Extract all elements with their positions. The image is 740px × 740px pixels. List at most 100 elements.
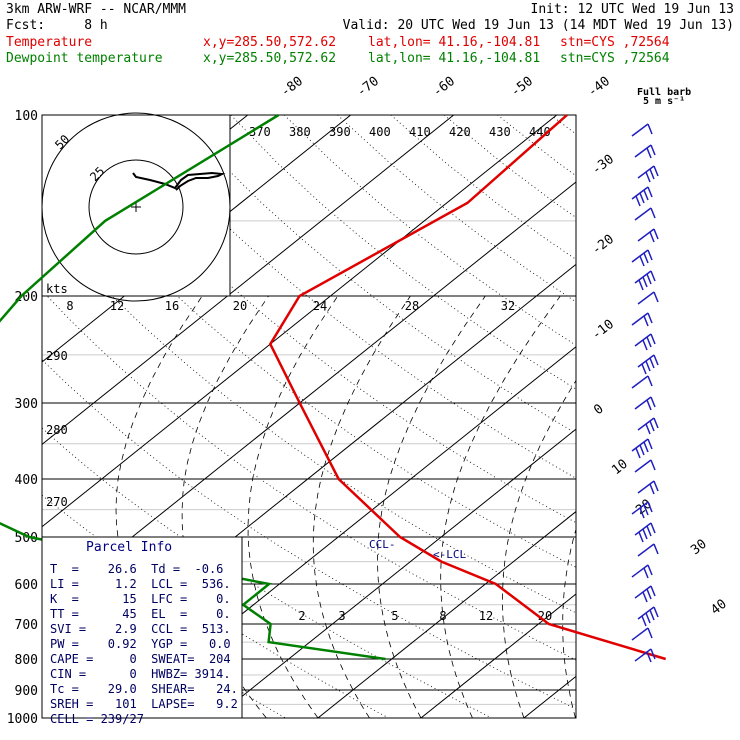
wind-barb-feather bbox=[646, 336, 652, 348]
legend-temperature-point: x,y=285.50,572.62 bbox=[203, 35, 337, 50]
dry-adiabat-line bbox=[283, 115, 576, 346]
wind-barb bbox=[634, 396, 656, 411]
wind-barb-feather bbox=[653, 291, 659, 303]
wind-barb bbox=[634, 648, 656, 663]
isotherm-line bbox=[214, 428, 576, 718]
wind-barb-feather bbox=[650, 459, 656, 471]
wind-barb-feather bbox=[650, 648, 656, 660]
mixing-ratio-label: 5 bbox=[391, 609, 398, 623]
wind-barb bbox=[631, 123, 653, 137]
pressure-tick-label: 300 bbox=[15, 397, 38, 412]
wind-barb bbox=[637, 543, 659, 557]
legend-temperature-station: stn=CYS ,72564 bbox=[560, 35, 670, 50]
wind-barb bbox=[631, 249, 653, 267]
wind-barb-feather bbox=[641, 363, 647, 375]
wind-barb-feather bbox=[639, 255, 645, 267]
wind-barb-feather bbox=[647, 123, 653, 135]
wind-barb-feather bbox=[643, 504, 649, 516]
wind-barb-feather bbox=[639, 192, 645, 204]
wind-barb bbox=[634, 333, 656, 351]
mixing-ratio-label: 16 bbox=[165, 299, 179, 313]
theta-e-label: 410 bbox=[409, 125, 431, 139]
wind-barb-staff bbox=[631, 312, 649, 326]
wind-barb-column bbox=[631, 123, 659, 663]
mixing-ratio-label: 8 bbox=[439, 609, 446, 623]
wind-barb-staff bbox=[631, 375, 649, 389]
wind-barb-feather bbox=[653, 480, 659, 492]
dry-adiabat-line bbox=[337, 115, 576, 303]
pressure-tick-label: 100 bbox=[15, 109, 38, 124]
wind-barb-feather bbox=[643, 315, 649, 327]
mixing-ratio-label: 28 bbox=[405, 299, 419, 313]
parcel-info-row: CELL = 239/27 bbox=[50, 712, 144, 726]
moist-adiabat-line bbox=[562, 527, 576, 718]
hodograph-trace bbox=[132, 171, 226, 191]
parcel-info-box bbox=[41, 536, 243, 719]
isotherm-tick-label: -20 bbox=[589, 232, 617, 258]
isotherm-line bbox=[420, 593, 576, 718]
wind-barb-feather bbox=[649, 357, 655, 369]
wind-barb-feather bbox=[650, 522, 656, 534]
theta-e-label: 420 bbox=[449, 125, 471, 139]
parcel-info-row: CIN = 0 HWBZ= 3914. bbox=[50, 667, 231, 681]
wind-barb bbox=[631, 375, 653, 389]
mixing-ratio-label: 3 bbox=[338, 609, 345, 623]
wind-barb bbox=[637, 291, 659, 305]
wind-barb-feather bbox=[653, 543, 659, 555]
ccl-annotation: CCL- bbox=[369, 538, 396, 551]
model-title: 3km ARW-WRF -- NCAR/MMM bbox=[6, 2, 187, 17]
wind-barb bbox=[637, 228, 659, 243]
theta-e-label: 390 bbox=[329, 125, 351, 139]
wind-barb-feather bbox=[647, 438, 653, 450]
mixing-ratio-label: 2 bbox=[298, 609, 305, 623]
wind-barb-staff bbox=[634, 207, 652, 221]
wind-barb-feather bbox=[650, 585, 656, 597]
wind-barb-feather bbox=[646, 651, 652, 663]
dry-adiabat-label: 280 bbox=[46, 423, 68, 437]
isotherm-line bbox=[42, 115, 558, 528]
wind-barb bbox=[631, 564, 653, 579]
isotherm-tick-label: 20 bbox=[633, 497, 655, 518]
wind-barb-staff bbox=[634, 648, 652, 662]
wind-barb-feather bbox=[649, 609, 655, 621]
mixing-ratio-label: 24 bbox=[313, 299, 327, 313]
legend-temperature-latlon: lat,lon= 41.16,-104.81 bbox=[368, 35, 541, 50]
wind-barb-staff bbox=[631, 627, 649, 641]
dry-adiabat-line bbox=[657, 115, 740, 718]
wind-barb-feather bbox=[643, 567, 649, 579]
wind-barb-feather bbox=[649, 168, 655, 180]
isotherm-line bbox=[42, 115, 455, 446]
wind-barb-feather bbox=[650, 144, 656, 156]
moist-adiabat-line bbox=[677, 296, 740, 718]
forecast-hour: Fcst: 8 h bbox=[6, 18, 108, 33]
wind-barb-feather bbox=[653, 606, 659, 618]
dry-adiabat-line bbox=[42, 359, 576, 710]
temperature-profile-line bbox=[268, 114, 667, 661]
wind-barb-feather bbox=[642, 591, 648, 603]
wind-barb bbox=[637, 417, 659, 435]
wind-barb bbox=[631, 627, 653, 641]
wind-barb-feather bbox=[638, 531, 644, 543]
hodograph-ring-inner bbox=[88, 159, 184, 255]
pressure-tick-label: 800 bbox=[15, 653, 38, 668]
isotherm-tick-label: -50 bbox=[508, 74, 536, 100]
pressure-tick-label: 600 bbox=[15, 578, 38, 593]
pressure-tick-label: 200 bbox=[15, 290, 38, 305]
mixing-ratio-label: 8 bbox=[66, 299, 73, 313]
isotherm-tick-label: 30 bbox=[688, 537, 710, 558]
pressure-tick-label: 500 bbox=[15, 531, 38, 546]
isotherm-tick-label: -40 bbox=[585, 74, 613, 100]
wind-barb bbox=[631, 438, 653, 459]
wind-barb-feather bbox=[650, 333, 656, 345]
wind-barb bbox=[637, 606, 659, 627]
wind-barb bbox=[631, 312, 653, 327]
isotherm-line bbox=[317, 510, 576, 718]
wind-barb-feather bbox=[646, 588, 652, 600]
wind-barb-feather bbox=[646, 399, 652, 411]
pressure-tick-label: 1000 bbox=[7, 712, 38, 727]
valid-time: Valid: 20 UTC Wed 19 Jun 13 (14 MDT Wed … bbox=[342, 18, 734, 33]
parcel-info-row: SREH = 101 LAPSE= 9.2 bbox=[50, 697, 238, 711]
init-time: Init: 12 UTC Wed 19 Jun 13 bbox=[530, 2, 735, 17]
wind-barb-feather bbox=[647, 186, 653, 198]
wind-barb-staff bbox=[634, 396, 652, 410]
